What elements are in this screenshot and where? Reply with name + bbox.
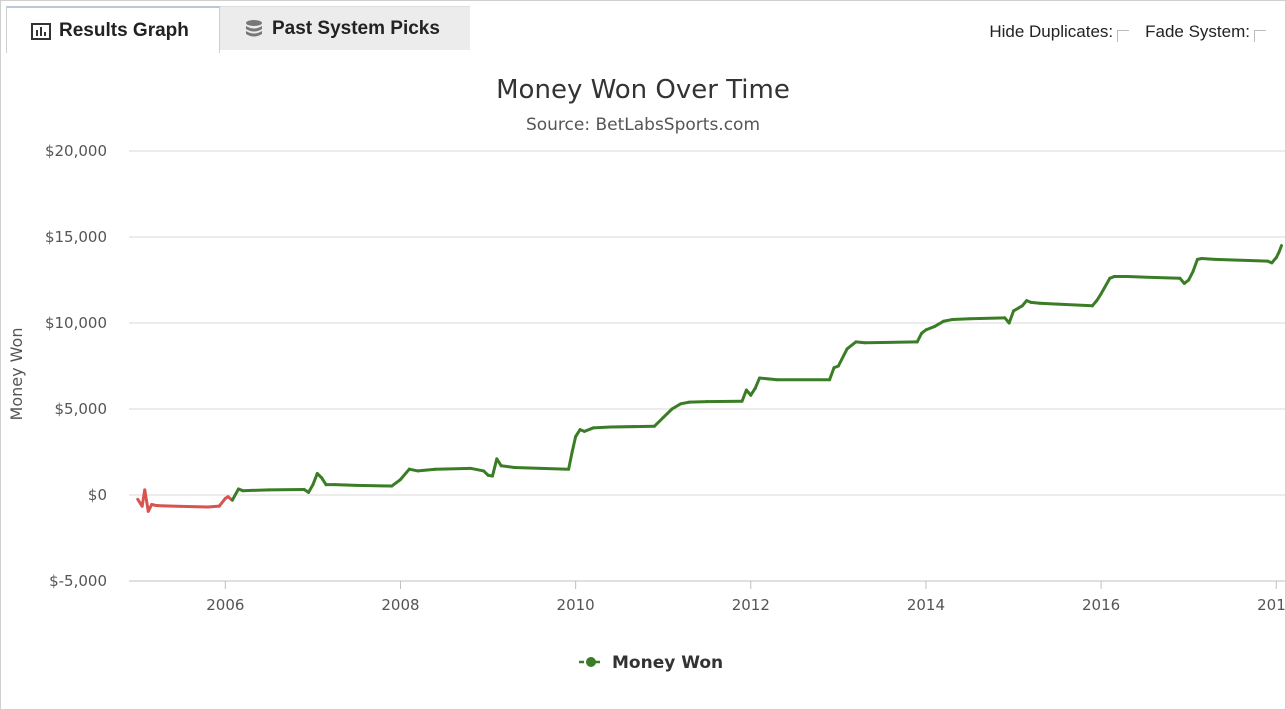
series-segment (1012, 304, 1024, 313)
chart-title: Money Won Over Time (496, 75, 790, 105)
tab-past-system-picks-label: Past System Picks (272, 17, 440, 39)
series-segment (1187, 269, 1195, 282)
series-segment (1125, 275, 1182, 280)
y-tick-label: $0 (88, 486, 107, 504)
legend[interactable]: Money Won (579, 653, 723, 673)
series-segment (230, 487, 240, 502)
series-segment (828, 366, 836, 382)
series-segment (217, 496, 227, 508)
series-segment (591, 425, 613, 430)
y-axis-label: Money Won (7, 328, 26, 421)
series-segment (143, 488, 150, 513)
series-segment (162, 504, 184, 508)
series-segment (1055, 302, 1094, 308)
grid-lines (129, 150, 1285, 589)
y-tick-label: $5,000 (55, 400, 108, 418)
hide-duplicates-checkbox[interactable] (1117, 30, 1130, 42)
series-segment (390, 478, 402, 488)
series-segment (753, 376, 762, 390)
y-tick-labels: $-5,000 $0 $5,000 $10,000 $15,000 $20,000 (45, 142, 107, 590)
bar-chart-icon (31, 21, 51, 41)
x-tick-label: 2018 (1257, 596, 1286, 614)
series-segment (1038, 301, 1059, 306)
series-segment (180, 504, 210, 509)
series-segment (933, 319, 945, 328)
series-segment (311, 472, 319, 487)
series-segment (652, 416, 665, 428)
hide-duplicates-option: Hide Duplicates: (989, 22, 1130, 42)
series-segment (661, 407, 674, 420)
series-segment (512, 465, 543, 470)
fade-system-option: Fade System: (1145, 22, 1266, 42)
series-segment (968, 316, 1007, 321)
y-tick-label: $20,000 (45, 142, 107, 160)
y-tick-label: $15,000 (45, 228, 107, 246)
hide-duplicates-label: Hide Duplicates: (989, 22, 1114, 41)
series-segment (398, 467, 411, 482)
series-segment (1213, 257, 1269, 263)
fade-system-checkbox[interactable] (1254, 30, 1266, 42)
x-tick-labels: 2006 2008 2010 2012 2014 2016 2018 (206, 596, 1286, 614)
series-segment (434, 466, 473, 471)
series-segment (1277, 244, 1283, 254)
series-segment (206, 504, 221, 509)
series-segment (241, 488, 271, 493)
tab-past-system-picks[interactable]: Past System Picks (220, 6, 470, 50)
series-segment (567, 450, 574, 471)
series-segment (1200, 257, 1217, 261)
x-tick-label: 2014 (907, 596, 945, 614)
series-segment (863, 340, 919, 345)
fade-system-label: Fade System: (1145, 22, 1250, 41)
x-tick-label: 2006 (206, 596, 244, 614)
tab-results-graph-label: Results Graph (59, 19, 189, 41)
database-icon (244, 19, 264, 39)
series-segment (490, 457, 499, 478)
series-segment (416, 467, 438, 473)
x-tick-label: 2008 (381, 596, 419, 614)
series-segment (539, 466, 571, 471)
legend-label: Money Won (612, 653, 723, 673)
series-segment (582, 426, 595, 433)
series-segment (1099, 276, 1112, 296)
series-segment (1007, 309, 1016, 325)
series-segment (469, 466, 486, 473)
series-segment (609, 424, 656, 429)
y-tick-label: $10,000 (45, 314, 107, 332)
x-tick-label: 2010 (557, 596, 595, 614)
series-segment (570, 435, 578, 454)
chart-area: Money Won Over Time Source: BetLabsSport… (2, 52, 1286, 709)
chart-subtitle: Source: BetLabsSports.com (526, 115, 760, 135)
series-segment (950, 317, 972, 322)
x-tick-label: 2012 (732, 596, 770, 614)
series-segment (333, 483, 359, 487)
series-segment (836, 347, 849, 368)
series-segment (924, 324, 937, 332)
series-segment (915, 331, 924, 344)
x-tick-label: 2016 (1082, 596, 1120, 614)
series-segment (670, 402, 683, 411)
series-segment (355, 483, 394, 488)
graph-options: Hide Duplicates: Fade System: (973, 22, 1266, 42)
series-segment (1191, 257, 1199, 273)
series-segment (740, 388, 748, 403)
series-segment (499, 464, 516, 469)
series-lines (136, 244, 1283, 513)
tab-bar: Results Graph Past System Picks Hide Dup… (2, 2, 1286, 53)
series-segment (687, 400, 709, 404)
y-tick-label: $-5,000 (49, 572, 107, 590)
series-segment (845, 340, 858, 351)
legend-marker (586, 657, 596, 667)
money-won-chart: Money Won Over Time Source: BetLabsSport… (7, 75, 1286, 673)
tab-results-graph[interactable]: Results Graph (6, 6, 220, 53)
